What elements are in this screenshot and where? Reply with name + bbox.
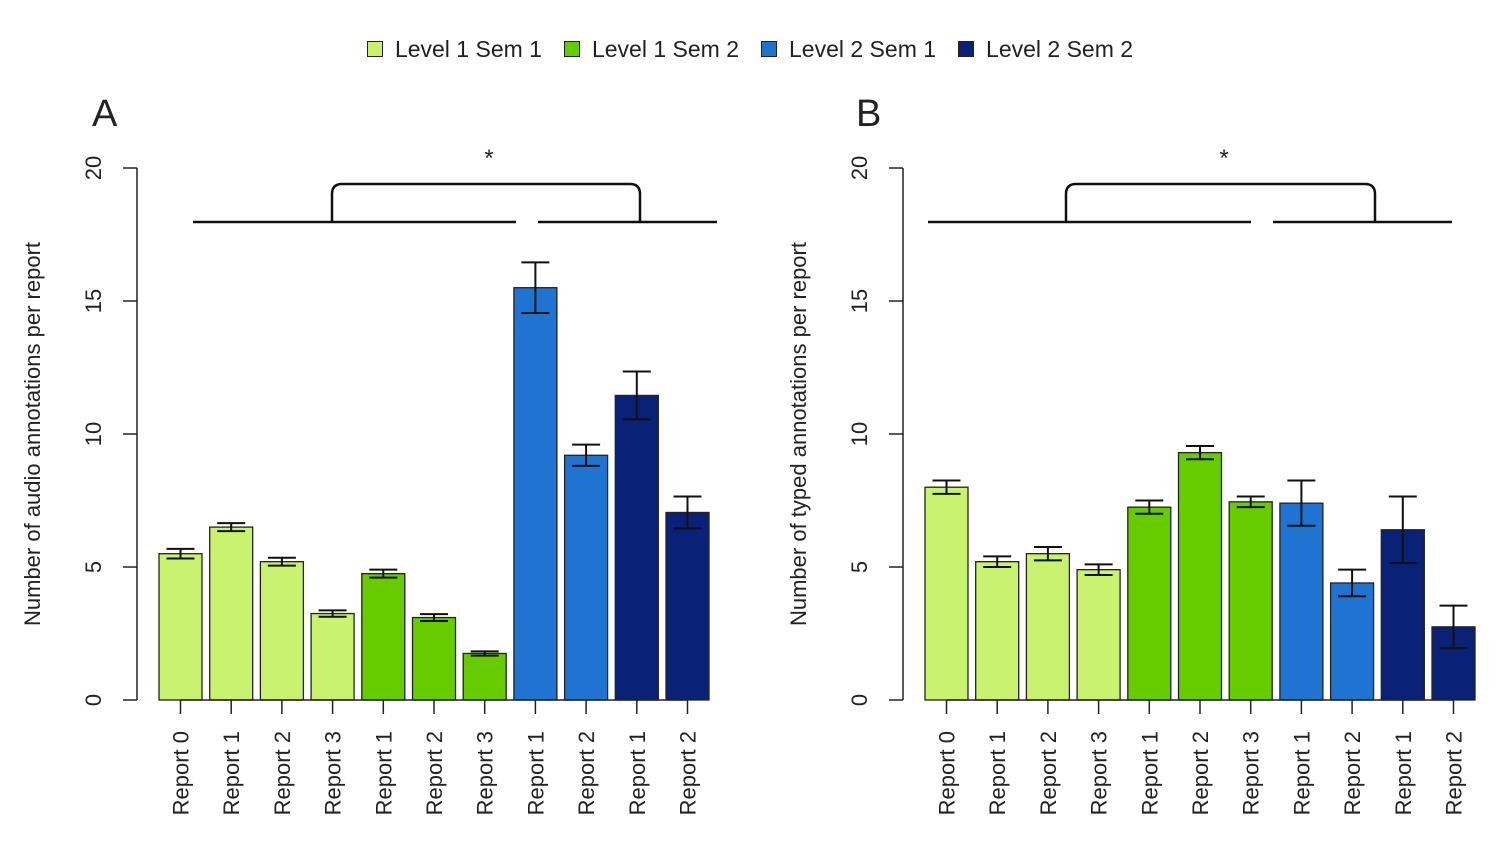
y-axis-label: Number of audio annotations per report <box>20 242 45 626</box>
legend-swatch <box>958 41 975 57</box>
x-tick-label: Report 2 <box>422 731 447 815</box>
y-axis-label: Number of typed annotations per report <box>786 242 811 626</box>
legend: Level 1 Sem 1 Level 1 Sem 2 Level 2 Sem 1 L… <box>0 30 1500 68</box>
y-tick-label: 20 <box>847 156 872 180</box>
bar <box>1076 569 1121 701</box>
significance-star: * <box>484 145 493 172</box>
bar <box>462 652 507 701</box>
panel-label: B <box>856 93 881 135</box>
x-tick-label: Report 2 <box>1188 731 1213 815</box>
bar <box>1127 506 1172 701</box>
legend-item: Level 1 Sem 2 <box>563 35 739 63</box>
bar <box>259 561 305 701</box>
y-tick-label: 5 <box>81 561 106 573</box>
x-tick-label: Report 1 <box>625 731 650 815</box>
x-tick-label: Report 0 <box>935 731 960 815</box>
significance-bracket <box>1064 182 1377 222</box>
bar <box>209 526 254 701</box>
x-tick-label: Report 1 <box>523 731 548 815</box>
y-tick-label: 10 <box>81 422 106 446</box>
legend-item: Level 2 Sem 2 <box>958 36 1133 63</box>
x-tick-label: Report 1 <box>371 731 396 815</box>
y-tick-label: 20 <box>81 156 106 180</box>
legend-swatch <box>761 41 777 57</box>
significance-bracket <box>330 182 642 222</box>
y-tick-label: 0 <box>847 694 872 706</box>
bar <box>1279 502 1324 701</box>
legend-label: Level 2 Sem 1 <box>789 35 937 62</box>
x-tick-label: Report 2 <box>1036 731 1061 815</box>
x-tick-label: Report 1 <box>219 731 244 815</box>
legend-label: Level 1 Sem 1 <box>394 35 542 62</box>
bar <box>1177 451 1223 701</box>
y-tick-label: 10 <box>847 422 872 446</box>
bar <box>411 616 457 701</box>
bar <box>361 573 406 701</box>
x-tick-label: Report 3 <box>1087 731 1112 815</box>
x-tick-label: Report 1 <box>1137 731 1162 815</box>
bar <box>924 486 969 701</box>
x-tick-label: Report 3 <box>473 731 498 815</box>
bar <box>1228 501 1273 701</box>
bar <box>563 454 609 701</box>
y-tick-label: 15 <box>81 289 106 313</box>
bar <box>310 612 355 701</box>
panel-label: A <box>92 93 118 135</box>
significance-star: * <box>1219 145 1228 172</box>
legend-item: Level 1 Sem 1 <box>366 35 542 63</box>
x-tick-label: Report 1 <box>985 731 1010 815</box>
bar <box>665 511 710 701</box>
bar <box>513 287 558 701</box>
y-tick-label: 0 <box>81 694 106 706</box>
bar <box>614 394 659 701</box>
bar <box>158 553 203 701</box>
legend-item: Level 2 Sem 1 <box>761 36 936 63</box>
y-tick-label: 15 <box>847 289 872 313</box>
x-tick-label: Report 2 <box>676 731 701 815</box>
x-tick-label: Report 3 <box>321 731 346 815</box>
bar <box>975 561 1020 701</box>
bar <box>1025 553 1071 701</box>
legend-label: Level 2 Sem 2 <box>986 35 1134 62</box>
x-tick-label: Report 2 <box>1442 731 1467 815</box>
y-tick-label: 5 <box>847 561 872 573</box>
legend-swatch <box>366 41 383 57</box>
bar <box>1329 582 1375 701</box>
x-tick-label: Report 0 <box>169 731 194 815</box>
x-tick-label: Report 3 <box>1239 731 1264 815</box>
legend-swatch <box>563 41 580 57</box>
x-tick-label: Report 2 <box>574 731 599 815</box>
x-tick-label: Report 1 <box>1391 731 1416 815</box>
x-tick-label: Report 2 <box>270 731 295 815</box>
x-tick-label: Report 1 <box>1289 731 1314 815</box>
legend-label: Level 1 Sem 2 <box>591 35 739 62</box>
x-tick-label: Report 2 <box>1340 731 1365 815</box>
